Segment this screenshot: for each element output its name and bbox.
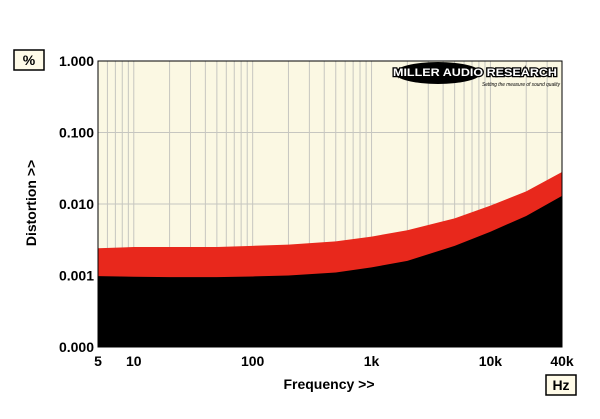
y-axis-title: Distortion >>: [23, 160, 39, 246]
y-unit-label: %: [23, 52, 36, 68]
x-tick-label: 40k: [550, 353, 574, 369]
y-tick-label: 1.000: [59, 53, 94, 69]
y-tick-label: 0.010: [59, 196, 94, 212]
x-tick-label: 10k: [479, 353, 503, 369]
y-tick-label: 0.000: [59, 339, 94, 355]
x-tick-label: 100: [241, 353, 265, 369]
x-axis-title: Frequency >>: [283, 376, 374, 392]
y-tick-label: 0.001: [59, 268, 94, 284]
x-unit-label: Hz: [552, 377, 569, 393]
x-tick-label: 5: [94, 353, 102, 369]
y-tick-label: 0.100: [59, 125, 94, 141]
x-tick-label: 10: [126, 353, 142, 369]
x-tick-label: 1k: [364, 353, 380, 369]
logo-brand: MILLER AUDIO RESEARCH: [393, 67, 557, 79]
logo-tagline: Setting the measure of sound quality: [482, 82, 561, 88]
